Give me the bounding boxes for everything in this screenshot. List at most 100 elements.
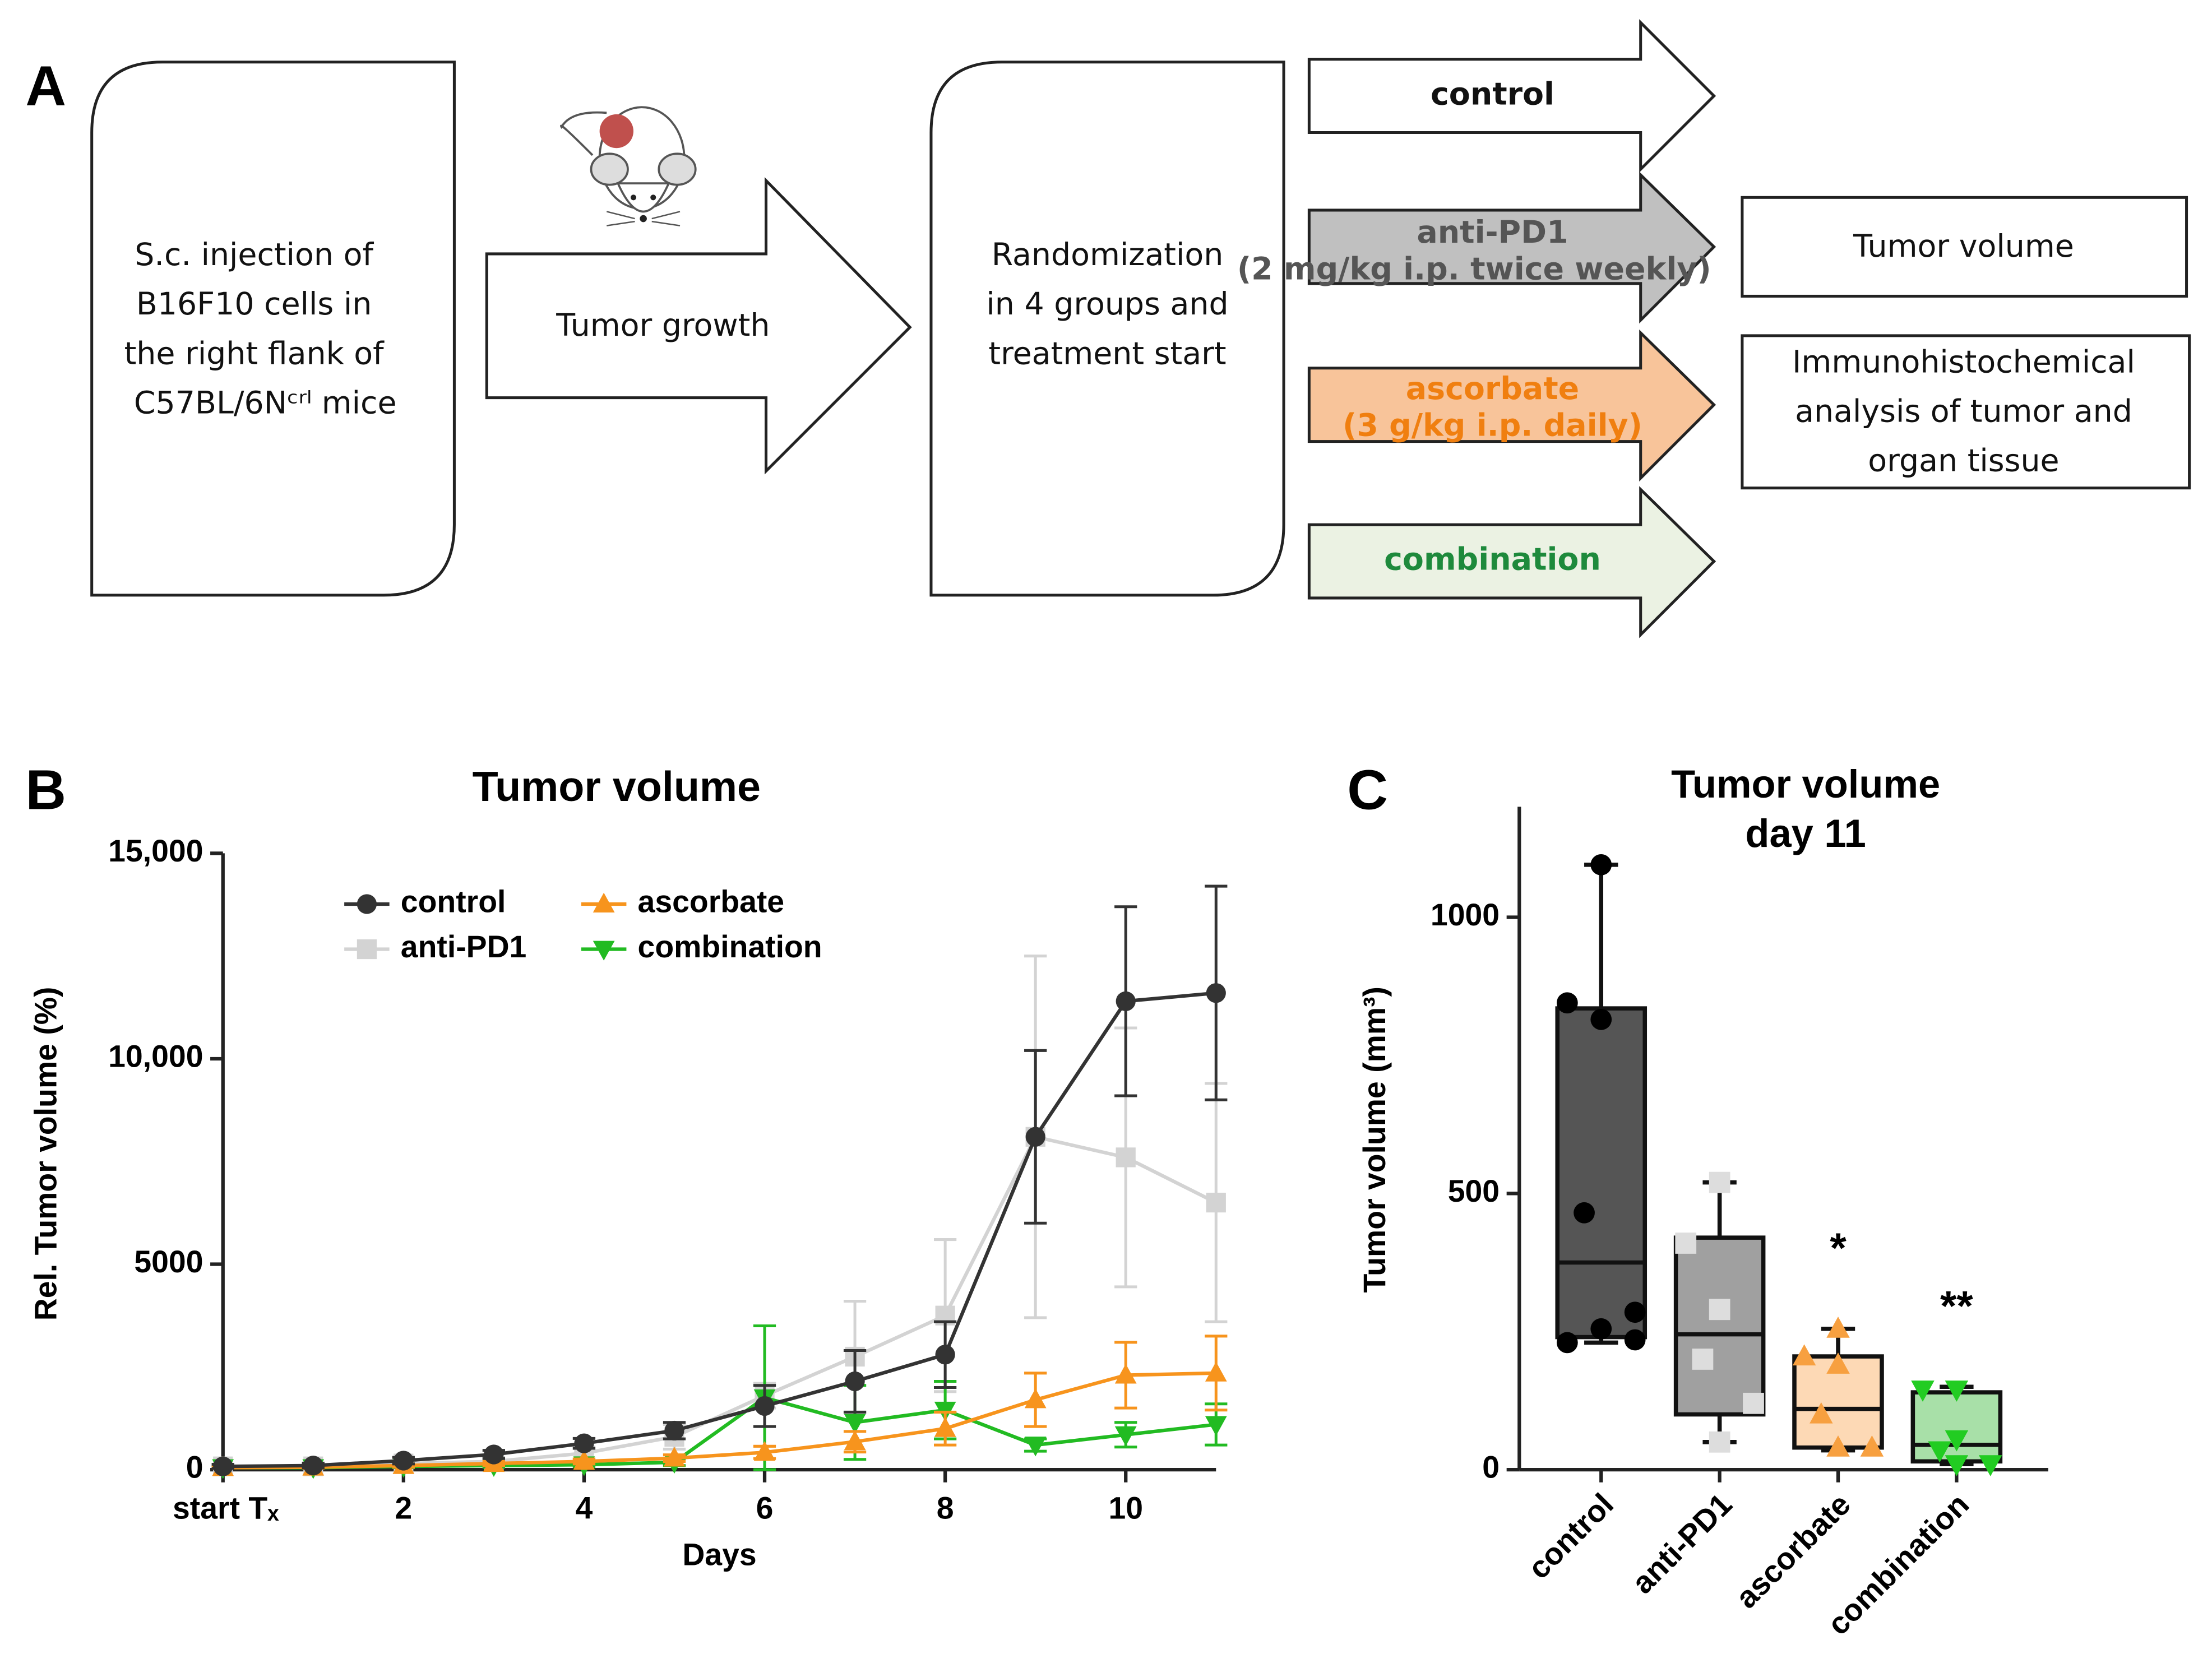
legend-marker	[357, 939, 377, 960]
data-point	[845, 1371, 865, 1392]
y-tick-label: 0	[186, 1450, 203, 1485]
chart-title: day 11	[1745, 811, 1866, 855]
x-tick-label: 4	[576, 1491, 593, 1526]
data-point	[1826, 1352, 1850, 1374]
legend-marker	[593, 941, 615, 961]
data-point	[1024, 1388, 1047, 1409]
step-text: C57BL/6Nᶜʳˡ mice	[134, 385, 397, 421]
data-point	[1116, 1147, 1136, 1168]
group-dose: (2 mg/kg i.p. twice weekly)	[1237, 251, 1711, 287]
step-text: the right flank of	[124, 336, 385, 372]
legend-label: ascorbate	[638, 884, 785, 919]
y-axis-label: Rel. Tumor volume (%)	[28, 987, 63, 1321]
data-point	[1979, 1455, 2002, 1476]
y-tick-label: 0	[1482, 1450, 1500, 1485]
annotation: **	[1940, 1282, 1973, 1329]
group-name: ascorbate	[1406, 371, 1579, 407]
data-point	[484, 1444, 504, 1465]
data-point	[1945, 1430, 1969, 1452]
x-tick-label: 8	[937, 1491, 954, 1526]
data-point	[1624, 1329, 1646, 1351]
step-text: B16F10 cells in	[136, 286, 372, 322]
data-point	[1590, 1008, 1612, 1030]
arrow	[485, 177, 912, 475]
box	[1555, 1006, 1648, 1340]
data-point	[935, 1345, 955, 1365]
series-line	[223, 1396, 1216, 1470]
y-axis-label: Tumor volume (mm³)	[1357, 986, 1392, 1293]
data-point	[1590, 1318, 1612, 1340]
data-point	[303, 1456, 323, 1476]
legend-label: control	[401, 884, 506, 919]
data-point	[1205, 1361, 1227, 1382]
y-tick-label: 1000	[1431, 897, 1500, 932]
group-dose: (3 g/kg i.p. daily)	[1343, 408, 1642, 444]
group-arrow	[1307, 329, 1716, 482]
data-point	[1206, 983, 1226, 1003]
panel-label: A	[25, 55, 66, 118]
data-point	[1675, 1233, 1697, 1254]
outcome-text: Immunohistochemical	[1792, 344, 2135, 380]
data-point	[394, 1451, 414, 1471]
group-name: combination	[1384, 542, 1601, 578]
panel-label: B	[25, 758, 66, 821]
data-point	[1556, 992, 1578, 1014]
step-text: treatment start	[988, 336, 1226, 372]
x-axis-label: Days	[682, 1537, 756, 1572]
data-point	[213, 1456, 233, 1476]
y-tick-label: 5000	[134, 1244, 203, 1279]
group-name: anti-PD1	[1417, 215, 1568, 251]
step-box	[90, 61, 456, 597]
outcome-text: analysis of tumor and	[1795, 393, 2132, 429]
data-point	[1692, 1349, 1714, 1370]
data-point	[1860, 1435, 1884, 1457]
data-point	[1911, 1380, 1935, 1402]
data-point	[664, 1420, 684, 1441]
data-point	[1945, 1380, 1969, 1402]
data-point	[1114, 1364, 1137, 1384]
mouse-icon	[559, 106, 697, 226]
outcome-text: Tumor volume	[1853, 229, 2074, 265]
data-point	[844, 1414, 866, 1434]
data-point	[1792, 1344, 1816, 1366]
data-point	[1810, 1402, 1833, 1424]
y-tick-label: 15,000	[108, 833, 203, 868]
outcome-box	[1741, 196, 2188, 298]
data-point	[1624, 1301, 1646, 1323]
annotation: *	[1830, 1224, 1847, 1271]
data-point	[1116, 991, 1136, 1011]
series-line	[223, 1134, 1217, 1468]
chart-title: Tumor volume	[1671, 762, 1940, 806]
data-point	[1928, 1441, 1951, 1463]
data-point	[1574, 1202, 1595, 1224]
data-point	[573, 1450, 595, 1470]
data-point	[1556, 1332, 1578, 1354]
data-point	[1826, 1435, 1850, 1457]
series-line	[223, 1371, 1216, 1470]
data-point	[1024, 1437, 1047, 1457]
x-tick-label: 2	[395, 1491, 412, 1526]
data-point	[755, 1396, 775, 1416]
group-arrow	[1307, 486, 1716, 638]
outcome-text: organ tissue	[1868, 443, 2059, 479]
data-point	[663, 1447, 686, 1467]
data-point	[1709, 1431, 1730, 1453]
data-point	[1709, 1171, 1730, 1193]
y-tick-label: 500	[1448, 1174, 1500, 1208]
data-point	[1025, 1127, 1045, 1147]
data-point	[844, 1430, 866, 1451]
y-tick-label: 10,000	[108, 1039, 203, 1074]
arrow-text: Tumor growth	[556, 308, 770, 344]
step-text: S.c. injection of	[135, 237, 374, 273]
legend-label: anti-PD1	[401, 929, 527, 964]
data-point	[934, 1417, 956, 1437]
legend-marker	[357, 894, 377, 914]
group-arrow	[1307, 172, 1716, 324]
legend-marker	[593, 892, 615, 912]
data-point	[1709, 1299, 1730, 1321]
data-point	[1206, 1192, 1226, 1213]
data-point	[1205, 1416, 1227, 1436]
data-point	[574, 1433, 594, 1453]
